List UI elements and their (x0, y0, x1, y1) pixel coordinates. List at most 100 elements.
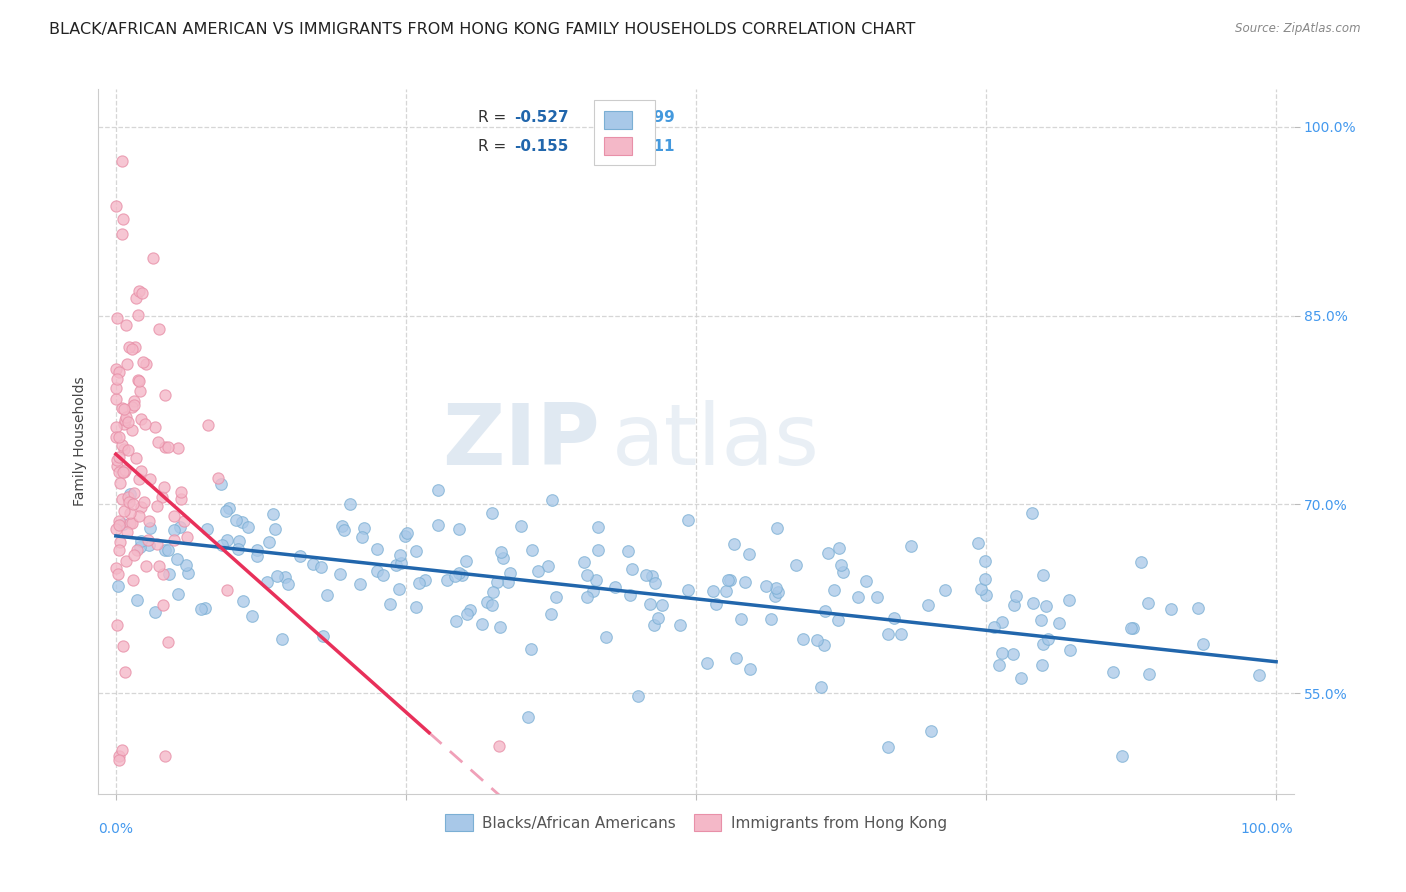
Point (105, 420, 128, 434)
Point (128, 284, 150, 298)
Point (118, 495, 141, 509)
Point (105, 617, 128, 632)
Point (517, 709, 540, 723)
Point (1031, 613, 1053, 627)
Point (1021, 506, 1043, 520)
Point (1137, 596, 1160, 610)
Point (105, 381, 128, 395)
Point (153, 387, 176, 401)
Point (830, 558, 852, 573)
Point (855, 574, 877, 588)
Point (585, 573, 607, 587)
Point (456, 553, 478, 567)
Point (105, 459, 128, 474)
Point (634, 568, 657, 582)
Point (228, 534, 250, 549)
Point (378, 597, 401, 611)
Point (173, 514, 195, 528)
Point (537, 559, 560, 574)
Point (366, 542, 388, 557)
Point (1122, 621, 1144, 635)
Point (163, 509, 186, 524)
Point (619, 588, 641, 602)
Point (527, 564, 550, 578)
Point (846, 590, 869, 604)
Point (117, 442, 139, 457)
Point (111, 516, 134, 531)
Point (266, 568, 288, 582)
Point (866, 591, 889, 605)
Point (114, 665, 136, 679)
Point (127, 373, 149, 387)
Point (806, 632, 828, 647)
Point (640, 597, 662, 611)
Point (489, 545, 512, 559)
Point (814, 604, 837, 618)
Point (136, 533, 159, 547)
Point (107, 567, 129, 582)
Point (146, 435, 169, 450)
Point (111, 743, 134, 757)
Point (1249, 668, 1271, 682)
Point (481, 507, 503, 521)
Point (217, 533, 239, 547)
Point (139, 521, 162, 535)
Point (238, 520, 260, 534)
Point (396, 525, 419, 540)
Point (124, 340, 146, 354)
Point (678, 582, 700, 597)
Point (105, 453, 128, 467)
Point (1137, 667, 1160, 681)
Point (112, 465, 135, 479)
Text: -0.527: -0.527 (515, 110, 569, 125)
Point (143, 420, 166, 434)
Point (983, 620, 1005, 634)
Point (115, 409, 138, 424)
Point (118, 506, 141, 520)
Point (540, 607, 562, 621)
Point (389, 556, 412, 570)
Text: atlas: atlas (613, 400, 820, 483)
Point (138, 538, 160, 552)
Point (122, 548, 145, 562)
Point (574, 555, 596, 569)
Point (134, 495, 156, 509)
Point (1010, 671, 1032, 685)
Point (329, 567, 352, 582)
Point (195, 522, 218, 536)
Point (246, 549, 269, 563)
Text: BLACK/AFRICAN AMERICAN VS IMMIGRANTS FROM HONG KONG FAMILY HOUSEHOLDS CORRELATIO: BLACK/AFRICAN AMERICAN VS IMMIGRANTS FRO… (49, 22, 915, 37)
Point (823, 583, 845, 598)
Point (627, 690, 650, 704)
Point (131, 411, 153, 425)
Point (122, 399, 145, 413)
Point (385, 558, 408, 573)
Point (312, 629, 335, 643)
Point (436, 573, 458, 587)
Point (112, 639, 135, 653)
Point (118, 340, 141, 354)
Point (890, 627, 912, 641)
Point (115, 554, 138, 568)
Point (482, 585, 505, 599)
Point (153, 542, 176, 557)
Point (647, 611, 669, 625)
Point (108, 753, 131, 767)
Point (496, 574, 519, 589)
Point (988, 657, 1011, 672)
Point (232, 594, 254, 608)
Point (209, 476, 232, 491)
Point (105, 310, 128, 325)
Point (405, 544, 427, 558)
Point (388, 582, 411, 596)
Point (105, 198, 128, 212)
Point (966, 536, 988, 550)
Point (449, 523, 471, 537)
Point (991, 646, 1014, 660)
Point (132, 355, 155, 369)
Point (117, 357, 139, 371)
Point (740, 662, 762, 676)
Point (121, 424, 143, 438)
Point (456, 607, 478, 621)
Point (134, 417, 156, 432)
